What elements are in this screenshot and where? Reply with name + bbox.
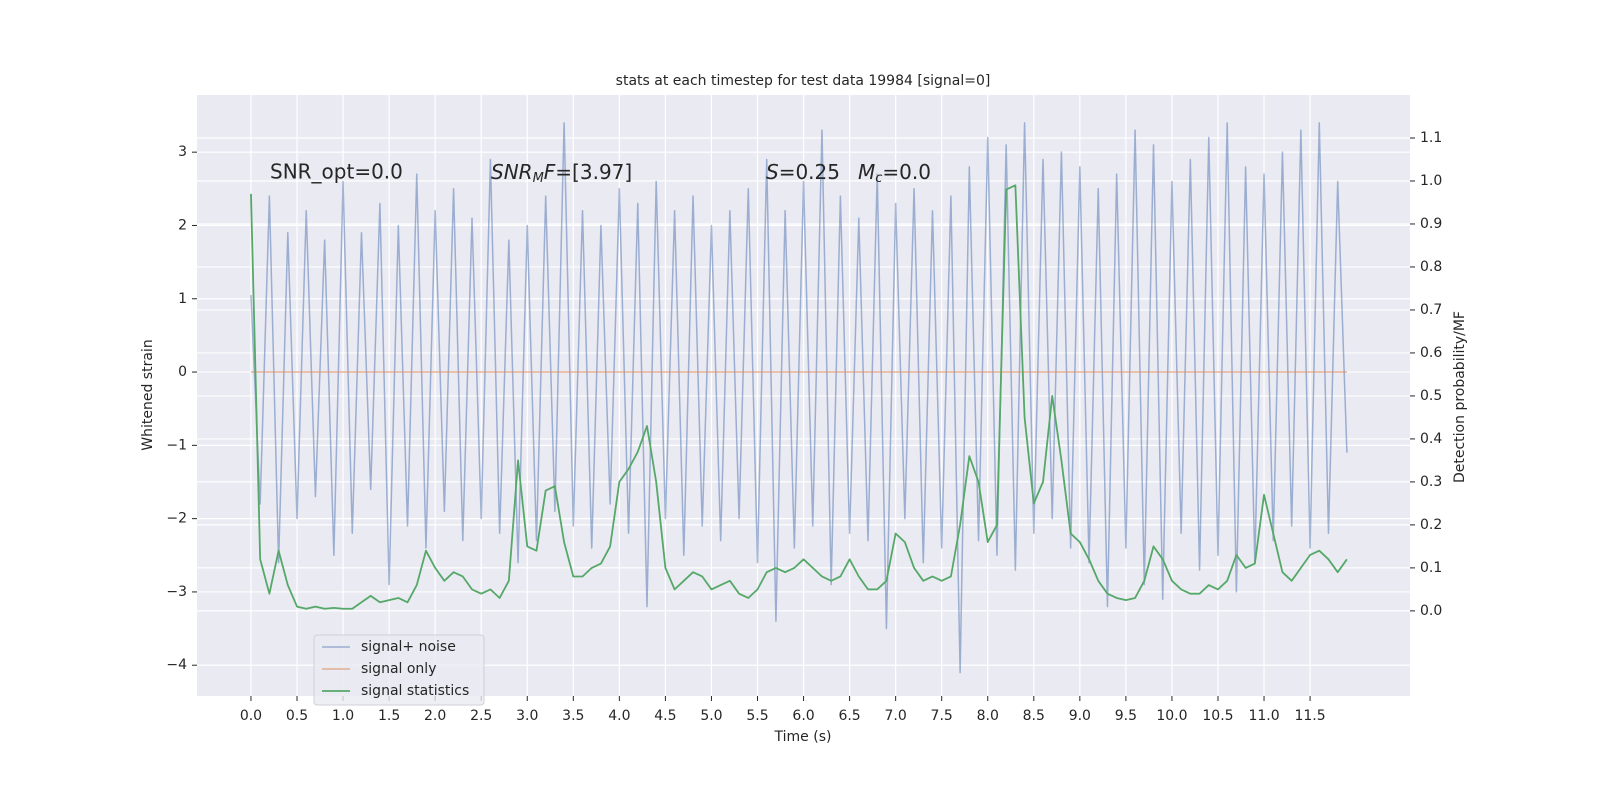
x-tick-label: 5.5	[746, 708, 768, 724]
x-tick-label: 8.0	[977, 708, 999, 724]
y2-tick-label: 1.0	[1420, 173, 1442, 189]
y-tick-label: −3	[166, 584, 187, 600]
axes: 0.0 0.5 1.0 1.5 2.0 2.5 3.0 3.5 4.0 4.5 5.0 5.5 6.0 6…	[166, 130, 1442, 724]
y2-tick-label: 0.5	[1420, 388, 1442, 404]
x-tick-label: 4.0	[608, 708, 630, 724]
y2-tick-label: 0.6	[1420, 345, 1442, 361]
x-tick-label: 3.5	[562, 708, 584, 724]
y2-tick-label: 0.2	[1420, 517, 1442, 533]
legend: signal+ noise signal only signal statistic…	[313, 634, 485, 706]
y-tick-label: 2	[178, 217, 187, 233]
annotation: SNR_opt=0.0	[270, 160, 403, 184]
series-line	[250, 122, 1348, 674]
x-tick-label: 9.5	[1115, 708, 1137, 724]
annotation: SNRMF=[3.97]	[491, 160, 632, 186]
y2-tick-label: 0.4	[1420, 431, 1442, 447]
annotation-part: SNR	[491, 160, 533, 184]
x-tick-label: 2.0	[424, 708, 446, 724]
y2-tick-label: 0.0	[1420, 603, 1442, 619]
x-tick-label: 3.0	[516, 708, 538, 724]
legend-label: signal only	[361, 661, 436, 677]
annotation-part: S	[766, 160, 779, 184]
y2-tick-label: 0.9	[1420, 216, 1442, 232]
x-axis-label: Time (s)	[774, 729, 832, 745]
y-tick-label: −4	[166, 657, 187, 673]
y2-tick-label: 0.3	[1420, 474, 1442, 490]
x-tick-label: 2.5	[470, 708, 492, 724]
x-tick-label: 1.5	[378, 708, 400, 724]
annotation-part: =0.0	[882, 160, 931, 184]
annotation-part: M	[858, 160, 875, 184]
legend-box	[313, 634, 485, 706]
x-tick-label: 7.0	[885, 708, 907, 724]
y-axis-label: Whitened strain	[140, 339, 156, 450]
x-tick-label: 7.5	[931, 708, 953, 724]
x-tick-label: 4.5	[654, 708, 676, 724]
annotation-part: =[3.97]	[555, 160, 632, 184]
y2-tick-label: 0.1	[1420, 560, 1442, 576]
x-tick-label: 5.0	[700, 708, 722, 724]
y-tick-label: −1	[166, 437, 187, 453]
annotation-part: F	[544, 160, 556, 184]
x-tick-label: 11.5	[1294, 708, 1325, 724]
y-tick-label: 3	[178, 144, 187, 160]
annotation: S=0.25	[766, 160, 840, 184]
annotation-part: =0.25	[779, 160, 840, 184]
marks	[250, 122, 1348, 674]
y2-tick-label: 1.1	[1420, 130, 1442, 146]
y-tick-label: −2	[166, 511, 187, 527]
x-tick-label: 11.0	[1248, 708, 1279, 724]
x-tick-label: 0.0	[240, 708, 262, 724]
y2-tick-label: 0.7	[1420, 302, 1442, 318]
x-tick-label: 10.5	[1202, 708, 1233, 724]
y2-tick-label: 0.8	[1420, 259, 1442, 275]
x-tick-label: 8.5	[1023, 708, 1045, 724]
y2-axis-label: Detection probability/MF	[1452, 311, 1468, 483]
x-tick-label: 0.5	[286, 708, 308, 724]
x-tick-label: 6.5	[838, 708, 860, 724]
y-tick-label: 1	[178, 291, 187, 307]
x-tick-label: 1.0	[332, 708, 354, 724]
x-tick-label: 6.0	[792, 708, 814, 724]
x-tick-label: 10.0	[1156, 708, 1187, 724]
annotation-part: c	[875, 171, 882, 186]
annotation: Mc=0.0	[858, 160, 931, 186]
legend-label: signal statistics	[361, 683, 469, 699]
y-tick-label: 0	[178, 364, 187, 380]
x-tick-label: 9.0	[1069, 708, 1091, 724]
series-line	[250, 184, 1348, 610]
chart-title: stats at each timestep for test data 199…	[616, 73, 991, 89]
legend-label: signal+ noise	[361, 639, 456, 655]
annotation-part: M	[533, 171, 544, 186]
